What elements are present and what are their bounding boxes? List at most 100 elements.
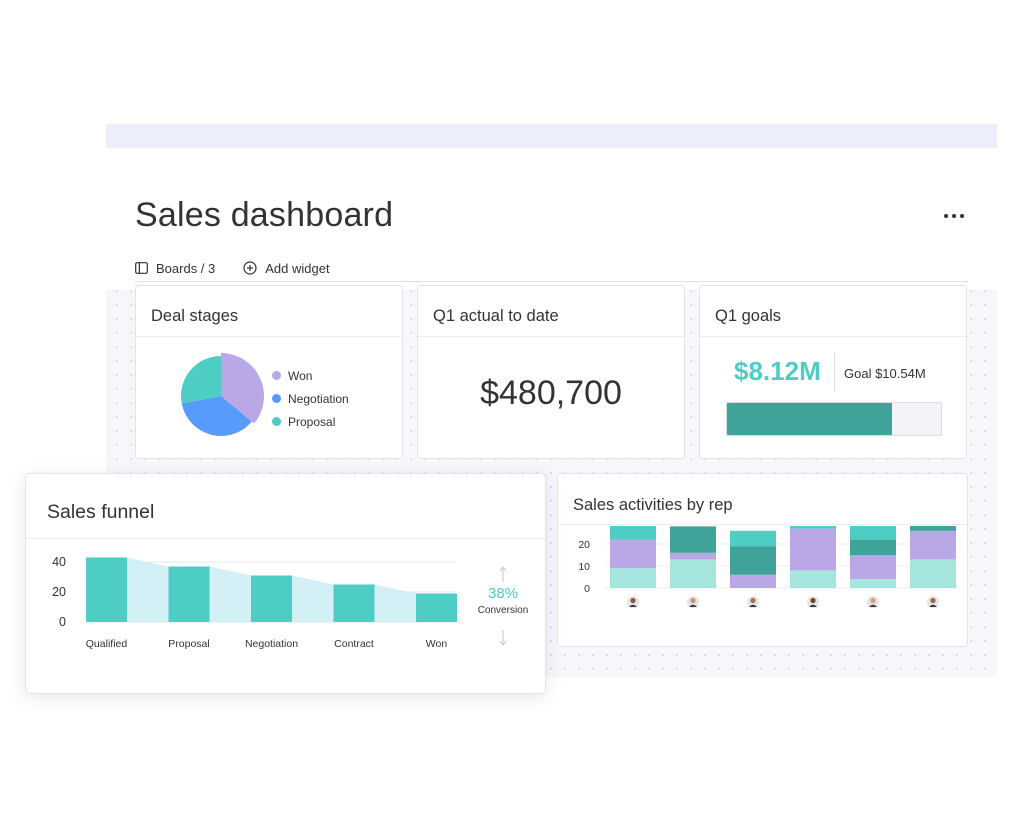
rep-avatar-1[interactable] bbox=[627, 596, 639, 608]
add-widget-label: Add widget bbox=[265, 260, 330, 276]
x-tick-label: Proposal bbox=[168, 638, 209, 650]
q1-goals-widget[interactable]: Q1 goals $8.12M Goal $10.54M bbox=[699, 285, 967, 459]
y-tick-label: 20 bbox=[578, 539, 590, 551]
stack-segment bbox=[610, 539, 656, 569]
page-title: Sales dashboard bbox=[135, 196, 394, 234]
arrow-down-icon bbox=[499, 640, 507, 646]
pie-slice-negotiation bbox=[181, 396, 252, 436]
rep-avatar-5[interactable] bbox=[867, 596, 879, 608]
widget-divider bbox=[418, 336, 684, 337]
legend-dot-icon bbox=[272, 394, 281, 403]
plus-circle-icon bbox=[243, 261, 257, 275]
funnel-bar-contract bbox=[333, 584, 375, 622]
goal-progress-bar bbox=[726, 402, 942, 436]
stack-segment bbox=[610, 526, 656, 540]
widget-title: Deal stages bbox=[151, 307, 239, 325]
conversion-percent: 38% bbox=[487, 585, 519, 602]
widget-title: Q1 goals bbox=[715, 307, 782, 325]
stack-segment bbox=[730, 530, 776, 547]
goal-progress-fill bbox=[727, 403, 892, 435]
pie-slice-won bbox=[221, 353, 264, 424]
rep-avatars bbox=[627, 596, 939, 608]
widget-divider bbox=[700, 336, 966, 337]
funnel-x-ticks: Qualified Proposal Negotiation Contract Won bbox=[86, 638, 448, 650]
rep-avatar-6[interactable] bbox=[927, 596, 939, 608]
legend-item-proposal: Proposal bbox=[272, 410, 349, 433]
boards-label: Boards / 3 bbox=[156, 260, 216, 276]
dot-icon bbox=[952, 214, 956, 218]
stack-segment bbox=[850, 555, 896, 580]
funnel-y-ticks: 0 20 40 bbox=[52, 555, 66, 629]
y-tick-label: 30 bbox=[578, 526, 590, 529]
add-widget-button[interactable]: Add widget bbox=[243, 260, 330, 276]
dashboard-header: Sales dashboard Boards / 3 bbox=[106, 148, 997, 290]
q1-actual-widget[interactable]: Q1 actual to date $480,700 bbox=[417, 285, 685, 459]
legend-dot-icon bbox=[272, 417, 281, 426]
more-options-button[interactable] bbox=[940, 209, 968, 223]
stack-segment bbox=[790, 570, 836, 588]
stack-segment bbox=[790, 526, 836, 529]
funnel-bar-won bbox=[416, 593, 457, 622]
y-tick-label: 40 bbox=[52, 555, 66, 569]
dot-icon bbox=[960, 214, 964, 218]
funnel-bar-negotiation bbox=[251, 575, 292, 622]
stack-segment bbox=[910, 530, 956, 560]
activities-y-ticks: 0 10 20 30 bbox=[578, 526, 590, 595]
widget-title: Sales funnel bbox=[47, 501, 155, 523]
sales-activities-chart: 0 10 20 30 bbox=[578, 526, 960, 608]
sales-activities-widget[interactable]: Sales activities by rep 0 10 20 30 bbox=[557, 473, 968, 647]
dashboard-toolbar: Boards / 3 Add widget bbox=[135, 258, 358, 278]
board-icon bbox=[135, 262, 148, 274]
arrow-up-icon bbox=[499, 566, 507, 572]
widget-title: Sales activities by rep bbox=[573, 496, 733, 514]
stack-segment bbox=[730, 574, 776, 588]
stack-segment bbox=[670, 559, 716, 588]
activities-bars bbox=[610, 526, 956, 588]
x-tick-label: Negotiation bbox=[245, 638, 298, 650]
legend-item-won: Won bbox=[272, 364, 349, 387]
boards-button[interactable]: Boards / 3 bbox=[135, 261, 215, 276]
x-tick-label: Qualified bbox=[86, 638, 128, 650]
goal-separator bbox=[834, 352, 835, 392]
y-tick-label: 0 bbox=[584, 583, 590, 595]
stack-segment bbox=[850, 526, 896, 540]
funnel-bars bbox=[86, 557, 457, 622]
deal-stages-legend: Won Negotiation Proposal bbox=[272, 364, 349, 433]
legend-label: Won bbox=[288, 368, 313, 383]
q1-goals-value: $8.12M bbox=[734, 356, 821, 386]
legend-dot-icon bbox=[272, 371, 281, 380]
stack-segment bbox=[910, 559, 956, 588]
sales-funnel-widget[interactable]: Sales funnel 0 20 40 Qualified Proposal Nego… bbox=[25, 473, 546, 694]
dot-icon bbox=[944, 214, 948, 218]
y-tick-label: 10 bbox=[578, 561, 590, 573]
goal-target-label: Goal $10.54M bbox=[844, 366, 926, 381]
legend-item-negotiation: Negotiation bbox=[272, 387, 349, 410]
stack-segment bbox=[670, 526, 716, 553]
x-tick-label: Contract bbox=[334, 638, 374, 650]
funnel-bar-proposal bbox=[168, 566, 210, 622]
x-tick-label: Won bbox=[426, 638, 448, 650]
legend-label: Proposal bbox=[288, 414, 336, 429]
sales-funnel-chart: 0 20 40 Qualified Proposal Negotiation Contra… bbox=[52, 555, 507, 650]
pie-slices bbox=[181, 353, 264, 436]
conversion-indicator bbox=[499, 566, 507, 646]
stack-segment bbox=[730, 546, 776, 575]
pie-slice-proposal bbox=[181, 356, 221, 404]
header-divider bbox=[135, 281, 968, 282]
stack-segment bbox=[790, 528, 836, 571]
activities-grid bbox=[604, 543, 960, 589]
stack-segment bbox=[850, 579, 896, 588]
deal-stages-widget[interactable]: Deal stages Won Negotiation Proposal bbox=[135, 285, 403, 459]
widget-title: Q1 actual to date bbox=[433, 307, 559, 325]
q1-actual-value: $480,700 bbox=[480, 374, 622, 412]
widget-divider bbox=[26, 538, 545, 539]
legend-label: Negotiation bbox=[288, 391, 349, 406]
rep-avatar-3[interactable] bbox=[747, 596, 759, 608]
stack-segment bbox=[850, 539, 896, 555]
dashboard-window: Sales dashboard Boards / 3 bbox=[106, 124, 997, 677]
rep-avatar-2[interactable] bbox=[687, 596, 699, 608]
window-top-bar bbox=[106, 124, 997, 148]
rep-avatar-4[interactable] bbox=[807, 596, 819, 608]
conversion-label: Conversion bbox=[477, 605, 529, 616]
